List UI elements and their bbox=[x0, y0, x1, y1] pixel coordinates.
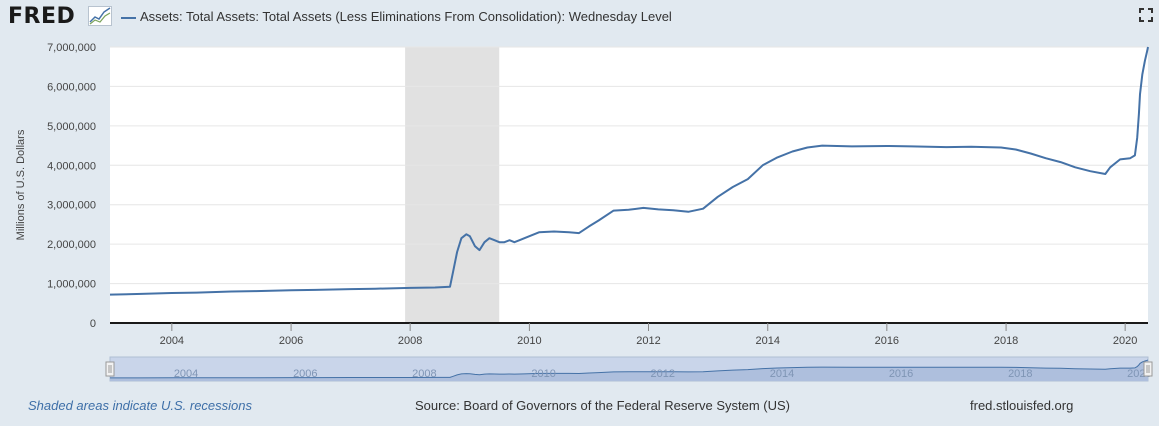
y-tick-label: 4,000,000 bbox=[47, 160, 96, 172]
x-tick-label: 2004 bbox=[160, 335, 184, 347]
line-graph-icon bbox=[88, 6, 112, 26]
y-tick-label: 1,000,000 bbox=[47, 279, 96, 291]
y-tick-label: 5,000,000 bbox=[47, 121, 96, 133]
recession-note-link[interactable]: Shaded areas indicate U.S. recessions bbox=[28, 398, 253, 413]
y-tick-label: 6,000,000 bbox=[47, 81, 96, 93]
navigator-tick-label: 2018 bbox=[1008, 368, 1032, 380]
legend-label: Assets: Total Assets: Total Assets (Less… bbox=[140, 9, 672, 24]
y-tick-label: 3,000,000 bbox=[47, 200, 96, 212]
plot-background bbox=[110, 47, 1148, 323]
navigator-handle-right[interactable] bbox=[1143, 361, 1153, 377]
y-tick-label: 7,000,000 bbox=[47, 42, 96, 54]
navigator-tick-label: 2012 bbox=[650, 368, 674, 380]
x-tick-label: 2008 bbox=[398, 335, 422, 347]
source-text: Source: Board of Governors of the Federa… bbox=[415, 398, 790, 413]
x-tick-label: 2012 bbox=[636, 335, 660, 347]
fullscreen-icon[interactable] bbox=[1139, 8, 1153, 22]
legend-swatch bbox=[121, 17, 136, 19]
y-tick-label: 2,000,000 bbox=[47, 239, 96, 251]
y-axis-label: Millions of U.S. Dollars bbox=[15, 129, 27, 240]
navigator-tick-label: 2008 bbox=[412, 368, 436, 380]
navigator-tick-label: 2006 bbox=[293, 368, 317, 380]
x-tick-label: 2014 bbox=[756, 335, 780, 347]
navigator-handle-left[interactable] bbox=[105, 361, 115, 377]
fred-url-link[interactable]: fred.stlouisfed.org bbox=[970, 398, 1074, 413]
fred-logo[interactable]: FRED bbox=[8, 4, 76, 29]
x-tick-label: 2020 bbox=[1113, 335, 1137, 347]
x-tick-label: 2006 bbox=[279, 335, 303, 347]
range-navigator[interactable]: 2004 2006 2008 2010 2012 2014 2016 2018 2020 bbox=[105, 356, 1153, 382]
navigator-tick-label: 2010 bbox=[531, 368, 555, 380]
navigator-tick-label: 2014 bbox=[770, 368, 794, 380]
navigator-tick-label: 2004 bbox=[174, 368, 198, 380]
series-line bbox=[109, 46, 1149, 296]
navigator-area bbox=[110, 360, 1148, 381]
y-tick-label: 0 bbox=[90, 318, 96, 330]
navigator-tick-label: 2016 bbox=[889, 368, 913, 380]
x-tick-label: 2016 bbox=[875, 335, 899, 347]
chart-header: FRED Assets: Total Assets: Total Assets … bbox=[0, 0, 1159, 34]
x-tick-label: 2018 bbox=[994, 335, 1018, 347]
x-tick-label: 2010 bbox=[517, 335, 541, 347]
navigator-line bbox=[110, 359, 1149, 379]
recession-band bbox=[405, 47, 500, 323]
